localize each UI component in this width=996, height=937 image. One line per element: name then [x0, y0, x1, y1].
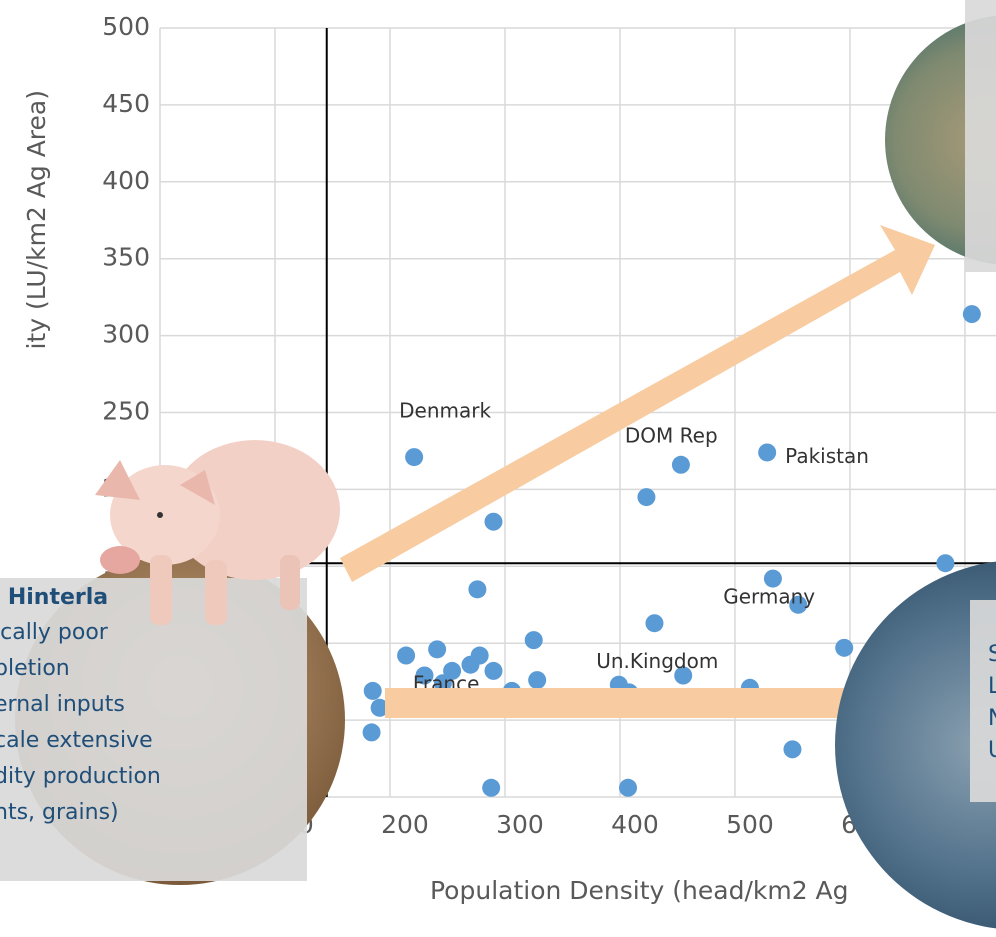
point — [482, 779, 500, 797]
point — [405, 448, 423, 466]
text-box — [970, 600, 996, 802]
point — [525, 631, 543, 649]
point — [936, 554, 954, 572]
x-tick-label: 500 — [726, 810, 774, 839]
point — [364, 682, 382, 700]
point-label: Denmark — [399, 399, 491, 423]
point — [528, 671, 546, 689]
x-tick-label: 400 — [611, 810, 659, 839]
y-tick-label: 450 — [102, 89, 150, 118]
box-line: dity production — [0, 764, 161, 789]
slide: 0501001502002503003504004505001002003004… — [0, 0, 996, 937]
box-line: ically poor — [0, 620, 109, 645]
point — [397, 647, 415, 665]
point-label: Un.Kingdom — [596, 649, 718, 673]
box-line: S — [988, 642, 996, 667]
y-axis-label: ity (LU/km2 Ag Area) — [22, 90, 51, 350]
box-line: nts, grains) — [0, 800, 119, 825]
point — [468, 580, 486, 598]
point — [963, 305, 981, 323]
box-line: pletion — [0, 656, 70, 681]
x-axis-label: Population Density (head/km2 Ag — [430, 876, 849, 905]
y-tick-label: 400 — [102, 166, 150, 195]
page: 0501001502002503003504004505001002003004… — [0, 0, 996, 937]
box-line: L — [988, 674, 996, 699]
point — [672, 456, 690, 474]
point — [783, 740, 801, 758]
y-tick-label: 300 — [102, 320, 150, 349]
point — [484, 662, 502, 680]
point — [645, 614, 663, 632]
x-tick-label: 300 — [496, 810, 544, 839]
y-tick-label: 500 — [102, 12, 150, 41]
point — [363, 723, 381, 741]
point — [758, 443, 776, 461]
point — [619, 779, 637, 797]
point — [835, 639, 853, 657]
point-label: DOM Rep — [625, 423, 718, 447]
point — [484, 513, 502, 531]
box-line: cale extensive — [0, 728, 153, 753]
box-line: U — [988, 738, 996, 763]
y-tick-label: 250 — [102, 397, 150, 426]
point — [428, 640, 446, 658]
point-label: Germany — [723, 584, 815, 608]
text-box — [965, 0, 996, 272]
box-title: I Hinterla — [0, 585, 108, 610]
box-line: ernal inputs — [0, 692, 125, 717]
y-tick-label: 350 — [102, 243, 150, 272]
box-line: N — [988, 706, 996, 731]
x-tick-label: 200 — [381, 810, 429, 839]
point — [637, 488, 655, 506]
point-label: Pakistan — [785, 444, 869, 468]
